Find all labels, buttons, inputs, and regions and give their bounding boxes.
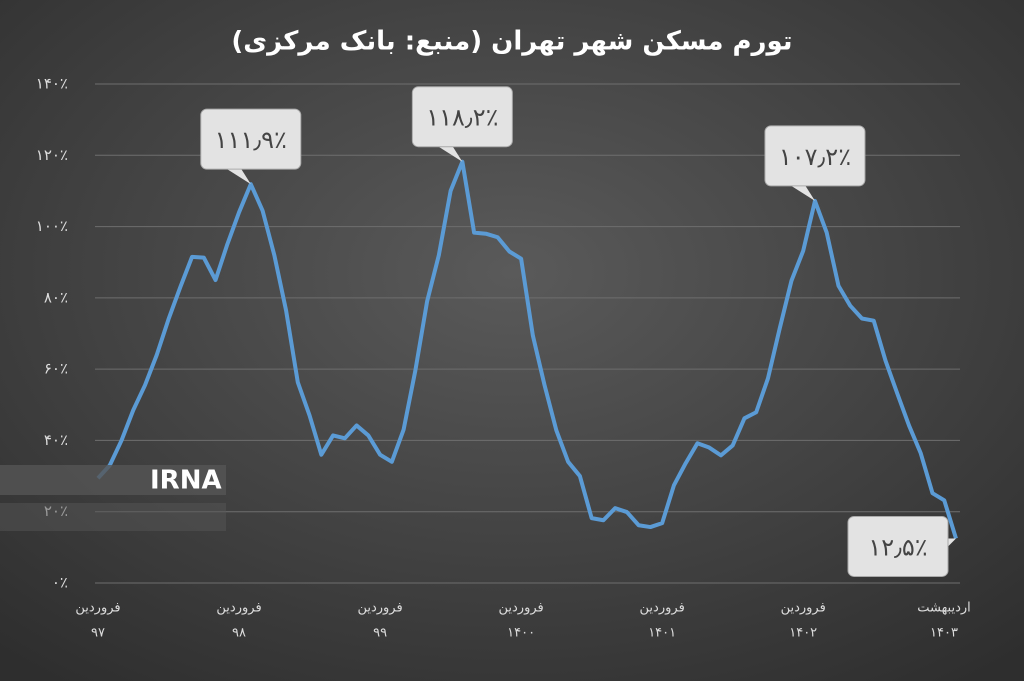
x-tick-label: ۱۴۰۳ [930, 626, 958, 641]
callout-pointer [784, 181, 815, 201]
data-label: ۱۱۱٫۹٪ [215, 126, 287, 154]
chart-title: تورم مسکن شهر تهران (منبع: بانک مرکزی) [231, 27, 792, 57]
callout-pointer [432, 142, 463, 162]
x-tick-label: فروردین [357, 601, 402, 616]
callout: ۱۱۱٫۹٪ [200, 108, 302, 185]
y-tick-label: ۸۰٪ [44, 288, 68, 306]
watermark-text: IRNA [150, 466, 222, 496]
watermark: IRNA [0, 465, 226, 531]
watermark-band [0, 503, 226, 531]
x-tick-label: فروردین [640, 601, 685, 616]
x-tick-label: اردیبهشت [917, 601, 971, 616]
y-tick-label: ۰٪ [52, 574, 68, 592]
watermark-band [0, 465, 226, 495]
x-tick-label: ۱۴۰۰ [507, 626, 535, 641]
data-label: ۱۰۷٫۲٪ [779, 143, 851, 171]
callout-pointer [220, 165, 251, 185]
callout: ۱۲٫۵٪ [847, 515, 956, 577]
callout-box [764, 125, 866, 187]
y-tick-label: ۱۲۰٪ [36, 146, 68, 164]
y-tick-label: ۱۴۰٪ [36, 75, 68, 93]
x-tick-label: ۱۴۰۱ [648, 626, 676, 641]
callout-box [847, 515, 949, 577]
callout: ۱۰۷٫۲٪ [764, 125, 866, 201]
x-tick-label: فروردین [75, 601, 120, 616]
callout-box [411, 86, 513, 148]
y-tick-label: ۱۰۰٪ [36, 217, 68, 235]
x-tick-label: ۹۸ [232, 626, 246, 641]
x-tick-label: ۱۴۰۲ [789, 626, 817, 641]
callout: ۱۱۸٫۲٪ [411, 86, 513, 162]
y-tick-label: ۴۰٪ [44, 431, 68, 449]
x-tick-label: فروردین [781, 601, 826, 616]
x-tick-label: فروردین [498, 601, 543, 616]
data-label: ۱۲٫۵٪ [868, 533, 927, 561]
callout-box [200, 108, 302, 170]
x-tick-label: فروردین [216, 601, 261, 616]
data-label: ۱۱۸٫۲٪ [426, 104, 498, 132]
series-line [96, 159, 958, 540]
y-tick-label: ۶۰٪ [44, 360, 68, 378]
x-tick-label: ۹۹ [373, 626, 387, 641]
x-tick-label: ۹۷ [91, 626, 105, 641]
